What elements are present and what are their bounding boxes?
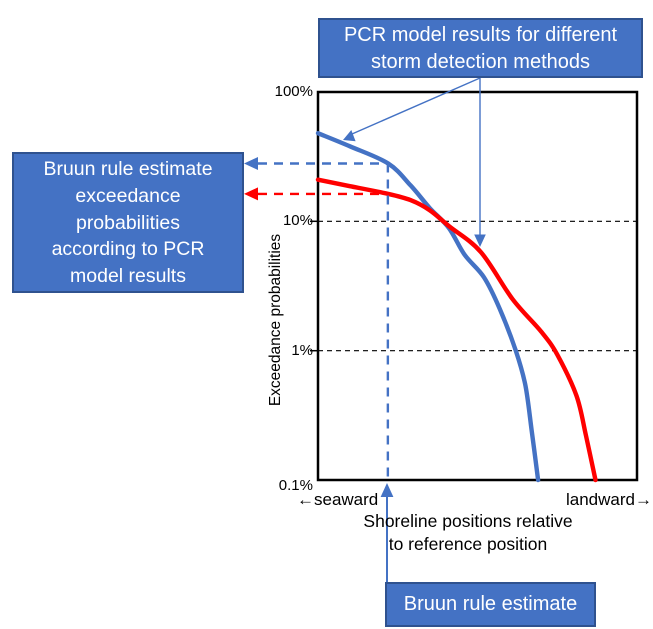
y-tick-1: 1% [291,342,313,359]
bruun-exceedance-callout-line2: exceedance [75,184,181,207]
landward-direction-label: landward→ [566,490,652,509]
x-axis-title: Shoreline positions relative to referenc… [318,510,618,555]
arrowhead-up-icon [380,483,394,497]
bruun-exceedance-callout-line1: Bruun rule estimate [43,158,213,180]
y-tick-0p1: 0.1% [278,477,313,494]
plot-area-border [316,90,639,482]
guide-dashed-arrows [244,157,390,478]
x-axis-title-line1: Shoreline positions relative [363,511,573,531]
y-tick-100: 100% [274,83,313,100]
bruun-exceedance-callout-line3: probabilities [75,211,181,234]
arrowhead-diagonal-icon [343,130,356,142]
bruun-estimate-callout: Bruun rule estimate [385,582,596,627]
connector-line-diagonal [351,77,481,135]
bruun-callout-connector-arrow [380,483,394,582]
x-axis-title-line2: to reference position [388,533,548,554]
seaward-direction-label: ←seaward [297,490,379,509]
pcr-model-callout-line1: PCR model results for different [343,24,618,46]
y-tick-10: 10% [282,212,313,229]
bruun-exceedance-callout-line4: according to PCR [51,238,205,261]
gridlines [310,220,637,352]
pcr-callout-connector-arrows [343,77,486,247]
series-curves [315,131,598,483]
bruun-exceedance-callout: Bruun rule estimate exceedance probabili… [12,152,244,293]
bruun-exceedance-callout-line5: model results [70,265,186,288]
arrowhead-down-icon [474,234,486,247]
pcr-model-callout-line2: storm detection methods [371,50,590,73]
pcr-model-callout: PCR model results for different storm de… [318,18,643,78]
y-axis-title: Exceedance probabilities [267,233,284,407]
